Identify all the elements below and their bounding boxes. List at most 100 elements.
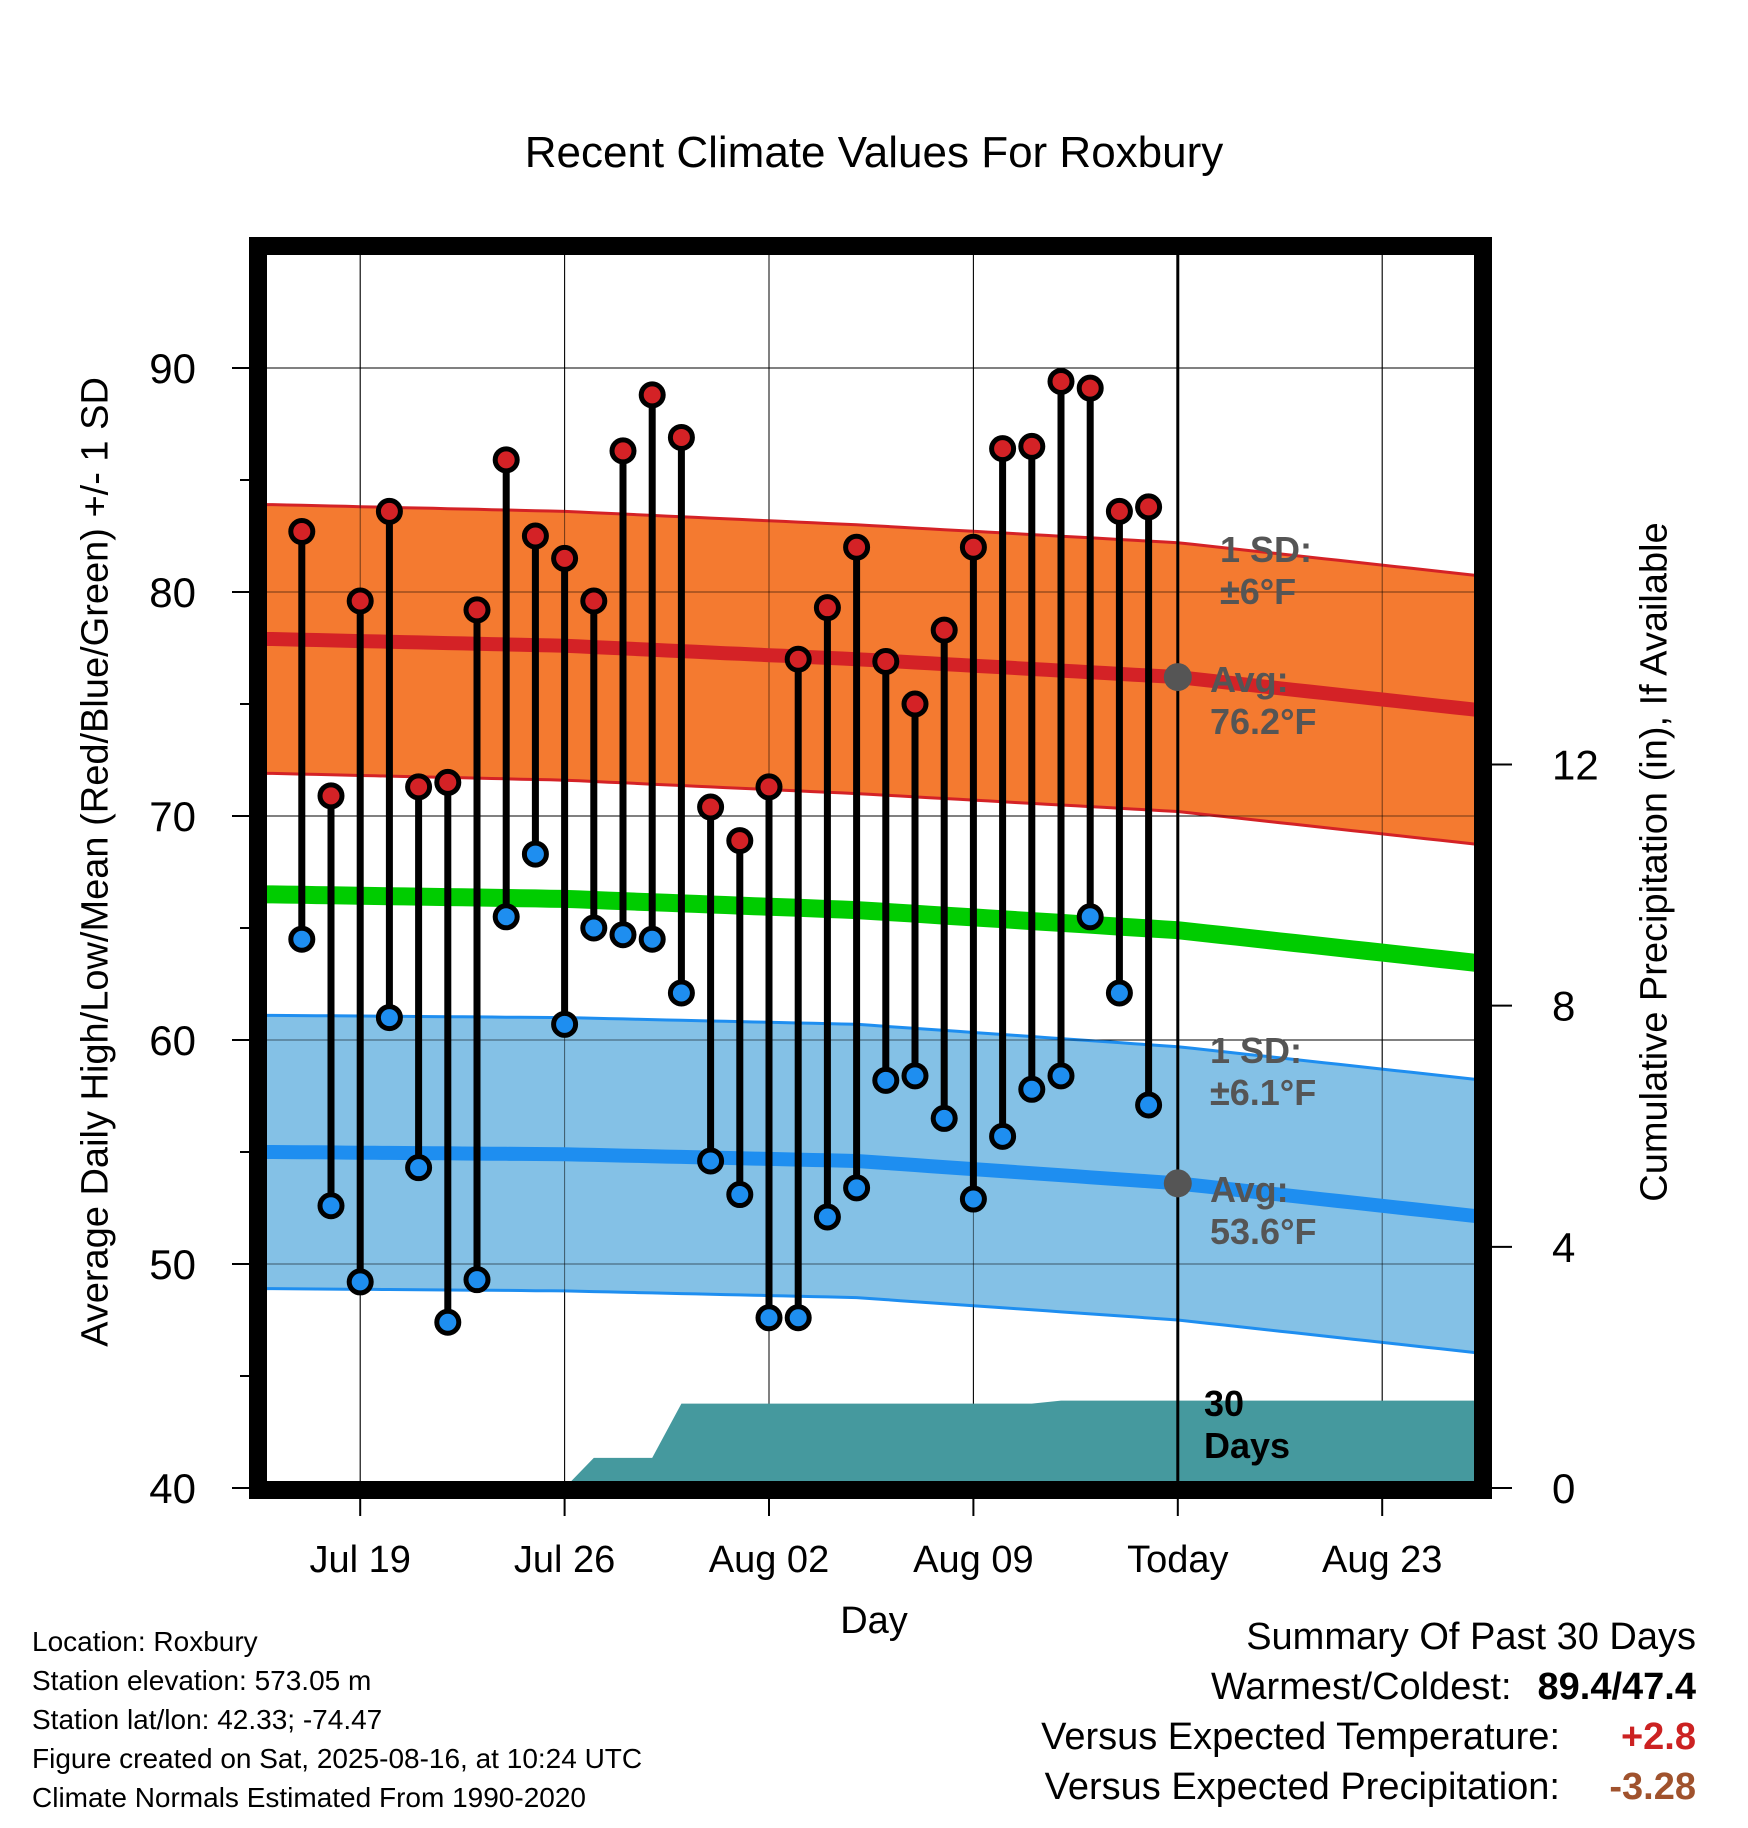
today-high-avg-dot — [1163, 663, 1192, 692]
warm-cold-value: 89.4/47.4 — [1537, 1666, 1696, 1708]
daily-high-point — [989, 435, 1017, 463]
daily-low-point — [1076, 903, 1104, 931]
daily-high-point — [580, 587, 608, 615]
daily-high-point — [755, 773, 783, 801]
high-avg-annotation: 76.2°F — [1210, 701, 1316, 742]
low-sd-annotation: ±6.1°F — [1210, 1072, 1316, 1113]
daily-high-point — [521, 522, 549, 550]
y2-tick-label: 4 — [1552, 1224, 1575, 1271]
today-low-avg-dot — [1163, 1169, 1192, 1198]
daily-low-point — [1105, 979, 1133, 1007]
daily-low-point — [551, 1010, 579, 1038]
y-axis-label: Average Daily High/Low/Mean (Red/Blue/Gr… — [74, 377, 117, 1347]
daily-high-point — [843, 533, 871, 561]
temp-value: +2.8 — [1620, 1716, 1696, 1758]
daily-high-point — [434, 768, 462, 796]
summary-heading: Summary Of Past 30 Days — [1246, 1616, 1696, 1658]
daily-low-point — [667, 979, 695, 1007]
daily-low-point — [755, 1304, 783, 1332]
normal-high-line — [258, 632, 1483, 718]
normal-low-line — [258, 1145, 1483, 1224]
daily-high-point — [1047, 367, 1075, 395]
daily-low-point — [1135, 1091, 1163, 1119]
daily-high-point — [813, 594, 841, 622]
temp-label: Versus Expected Temperature: — [1041, 1716, 1560, 1758]
daily-low-point — [843, 1174, 871, 1202]
daily-high-point — [697, 793, 725, 821]
latlon-text: Station lat/lon: 42.33; -74.47 — [32, 1704, 383, 1735]
daily-low-point — [317, 1192, 345, 1220]
daily-high-point — [551, 544, 579, 572]
y-tick-label: 60 — [149, 1017, 196, 1064]
daily-high-point — [1076, 374, 1104, 402]
daily-high-point — [872, 647, 900, 675]
daily-low-point — [1018, 1075, 1046, 1103]
daily-high-point — [463, 596, 491, 624]
y-tick-label: 90 — [149, 345, 196, 392]
daily-high-point — [375, 497, 403, 525]
y2-axis-label: Cumulative Precipitation (in), If Availa… — [1633, 522, 1676, 1202]
daily-low-point — [784, 1304, 812, 1332]
normal-mean-line — [258, 885, 1483, 973]
daily-high-point — [1135, 493, 1163, 521]
daily-low-point — [346, 1268, 374, 1296]
daily-low-point — [872, 1066, 900, 1094]
daily-high-point — [405, 773, 433, 801]
high-sd-annotation: ±6°F — [1220, 571, 1296, 612]
y2-tick-label: 0 — [1552, 1465, 1575, 1512]
precip-value: -3.28 — [1609, 1766, 1696, 1808]
daily-high-point — [1105, 497, 1133, 525]
daily-high-point — [959, 533, 987, 561]
daily-high-point — [726, 827, 754, 855]
station-metadata: Location: Roxbury Station elevation: 573… — [32, 1622, 642, 1817]
y-tick-label: 50 — [149, 1241, 196, 1288]
daily-high-point — [317, 782, 345, 810]
daily-low-point — [580, 914, 608, 942]
daily-high-point — [930, 616, 958, 644]
x-axis-label: Day — [840, 1600, 908, 1642]
daily-low-point — [405, 1154, 433, 1182]
daily-low-point — [463, 1266, 491, 1294]
warm-cold-label: Warmest/Coldest: — [1210, 1666, 1512, 1708]
daily-high-point — [667, 423, 695, 451]
y2-tick-label: 8 — [1552, 983, 1575, 1030]
x-tick-label: Aug 23 — [1322, 1539, 1442, 1581]
precip-label: Versus Expected Precipitation: — [1044, 1766, 1560, 1808]
daily-low-point — [930, 1104, 958, 1132]
days-annotation: Days — [1204, 1425, 1290, 1466]
daily-low-point — [959, 1185, 987, 1213]
y2-tick-label: 12 — [1552, 742, 1599, 789]
daily-low-point — [375, 1004, 403, 1032]
high-avg-annotation: Avg: — [1210, 659, 1289, 700]
plot-frame — [249, 237, 1492, 1499]
normals-text: Climate Normals Estimated From 1990-2020 — [32, 1782, 586, 1813]
low-avg-annotation: 53.6°F — [1210, 1211, 1316, 1252]
daily-high-point — [288, 518, 316, 546]
daily-high-point — [346, 587, 374, 615]
summary-temp: Versus Expected Temperature: +2.8 — [1041, 1712, 1696, 1762]
days-annotation: 30 — [1204, 1383, 1244, 1424]
low-avg-annotation: Avg: — [1210, 1169, 1289, 1210]
daily-low-point — [989, 1122, 1017, 1150]
chart-title: Recent Climate Values For Roxbury — [524, 128, 1224, 177]
x-tick-label: Aug 09 — [913, 1539, 1033, 1581]
location-text: Location: Roxbury — [32, 1626, 258, 1657]
y-tick-label: 40 — [149, 1465, 196, 1512]
daily-low-point — [726, 1181, 754, 1209]
y-tick-label: 70 — [149, 793, 196, 840]
daily-low-point — [434, 1308, 462, 1336]
daily-low-point — [901, 1062, 929, 1090]
summary-precip: Versus Expected Precipitation: -3.28 — [1041, 1762, 1696, 1812]
daily-low-point — [697, 1147, 725, 1175]
daily-low-point — [638, 925, 666, 953]
daily-high-point — [901, 690, 929, 718]
elevation-text: Station elevation: 573.05 m — [32, 1665, 372, 1696]
daily-high-point — [492, 446, 520, 474]
daily-low-point — [288, 925, 316, 953]
high-sd-annotation: 1 SD: — [1220, 529, 1312, 570]
y-tick-label: 80 — [149, 569, 196, 616]
daily-low-point — [521, 840, 549, 868]
daily-high-point — [609, 437, 637, 465]
low-sd-annotation: 1 SD: — [1210, 1030, 1302, 1071]
